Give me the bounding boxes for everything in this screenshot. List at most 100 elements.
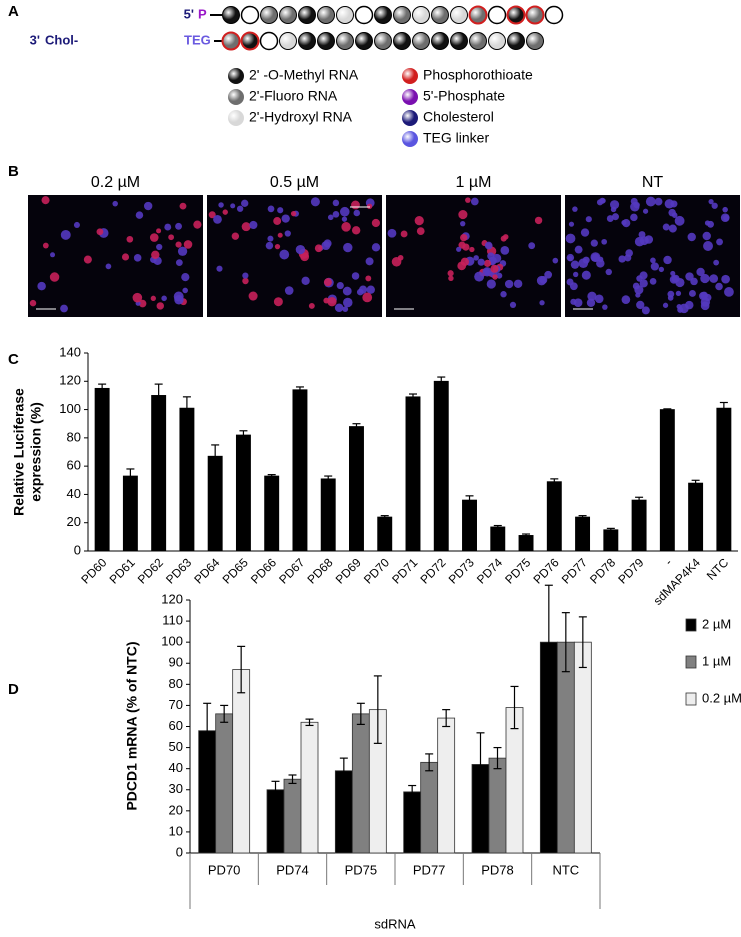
nucleotide [526, 32, 544, 50]
cell [222, 209, 228, 215]
error-bar [578, 515, 587, 518]
cell [231, 232, 240, 240]
error-bar [550, 478, 559, 482]
cell [279, 249, 290, 260]
cell [642, 208, 649, 214]
cell [121, 253, 130, 261]
cell [332, 211, 340, 218]
y-tick-label: 50 [169, 739, 183, 754]
cell [662, 302, 669, 308]
bar [659, 409, 675, 552]
y-tick-label: 140 [59, 344, 81, 359]
y-tick-label: 40 [67, 486, 81, 501]
bar [264, 475, 280, 552]
cell [242, 272, 249, 279]
error-bar [267, 474, 276, 477]
cell [342, 297, 353, 308]
cell [641, 306, 650, 315]
cell [654, 197, 663, 206]
nucleotide [469, 32, 487, 50]
cell [274, 243, 281, 250]
nucleotide [507, 32, 525, 50]
cell [487, 252, 495, 260]
bar [179, 407, 195, 552]
x-tick-label: PD62 [135, 555, 166, 586]
y-tick-label: 110 [162, 613, 183, 628]
x-tick-label: PD63 [163, 555, 194, 586]
cell [96, 228, 104, 236]
cell [242, 277, 249, 285]
x-tick-label: PD78 [481, 862, 514, 877]
cell [310, 197, 320, 207]
cell [574, 245, 583, 254]
cell [610, 200, 620, 210]
bar [546, 481, 562, 552]
bar [122, 475, 138, 552]
cell [500, 291, 507, 298]
x-tick-label: PD64 [191, 555, 222, 586]
cell [708, 198, 714, 205]
cell [460, 257, 470, 266]
cell [650, 257, 656, 264]
error-bar [220, 704, 229, 723]
nucleotide [240, 31, 260, 51]
bar [403, 791, 422, 854]
cell [624, 254, 632, 262]
cell [301, 276, 310, 286]
error-bar [352, 423, 361, 427]
cell [581, 270, 591, 280]
cell [649, 278, 657, 285]
cell [606, 215, 614, 222]
chol: Chol- [45, 32, 78, 47]
error-bar [380, 515, 389, 518]
cell [112, 200, 118, 207]
y-tick-label: 100 [59, 401, 81, 416]
cell [568, 221, 575, 227]
nucleotide [393, 6, 411, 24]
cell [284, 230, 291, 237]
cell [509, 301, 517, 308]
cell [366, 203, 373, 210]
cell [216, 265, 223, 272]
cell [573, 271, 579, 278]
cell [181, 273, 190, 282]
cell [37, 281, 46, 291]
cell [591, 253, 600, 262]
cell [622, 219, 631, 228]
cell [596, 199, 604, 206]
cell [156, 228, 162, 234]
cell [60, 304, 68, 313]
bar [490, 526, 506, 552]
cell [634, 236, 645, 247]
nucleotide [393, 32, 411, 50]
cell [150, 295, 156, 301]
error-bar [635, 496, 644, 501]
error-bar [98, 383, 107, 389]
cell [566, 278, 574, 286]
three-prime: 3' [30, 32, 40, 47]
y-tick-label: 10 [169, 823, 183, 838]
x-tick-label: PD65 [220, 555, 251, 586]
cell [572, 206, 578, 212]
cell [460, 233, 468, 242]
error-bar [719, 401, 728, 409]
cell [663, 255, 672, 265]
cell [704, 220, 711, 226]
cell [284, 286, 294, 295]
cell [168, 234, 175, 241]
cell [173, 291, 184, 302]
cell [721, 274, 730, 284]
cell [667, 295, 674, 301]
nucleotide [431, 6, 449, 24]
cell [639, 271, 648, 280]
y-axis-label: expression (%) [28, 402, 44, 502]
error-bar [211, 444, 220, 457]
cell [456, 246, 462, 252]
x-tick-label: PD78 [587, 555, 618, 586]
nucleotide [336, 32, 354, 50]
nucleotide [279, 32, 297, 50]
image-label: NT [642, 174, 664, 191]
strand-loop [354, 5, 374, 25]
error-bar [154, 383, 163, 396]
nucleotide [336, 6, 354, 24]
